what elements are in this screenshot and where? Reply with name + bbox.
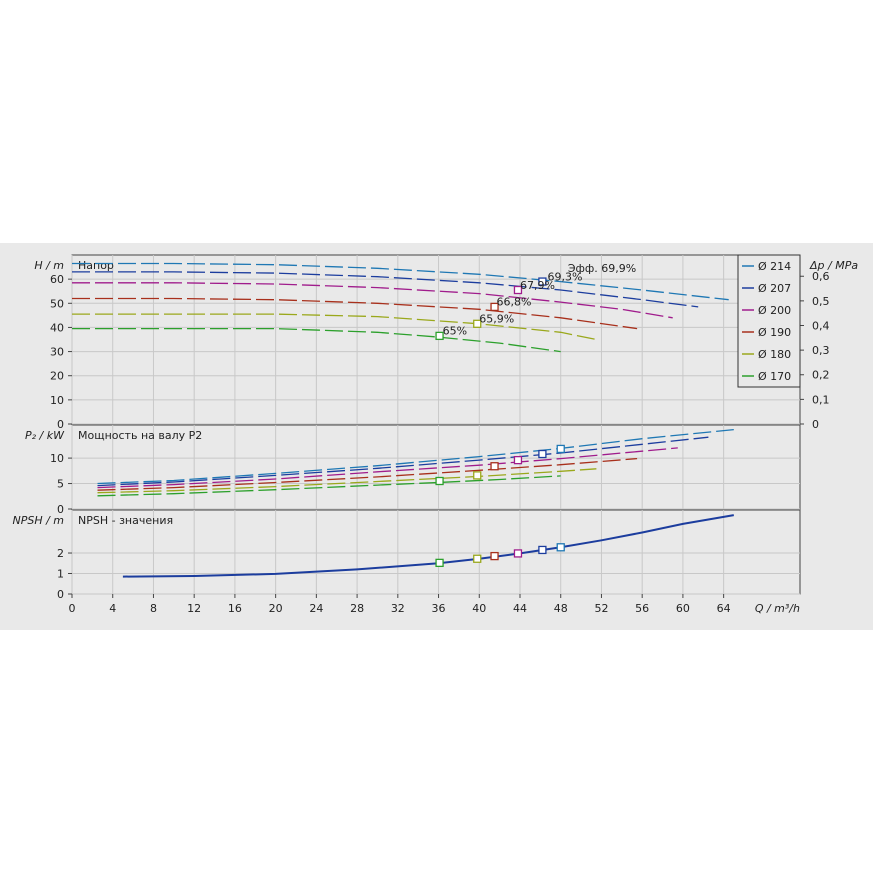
y-tick-label-head: 30 xyxy=(50,346,64,359)
y2-tick-label-head: 0,3 xyxy=(812,344,830,357)
x-tick-label: 64 xyxy=(717,602,731,615)
series-line-head-2 xyxy=(72,282,673,319)
y2-axis-label-head: Δp / MPa xyxy=(809,259,858,272)
x-tick-label: 40 xyxy=(472,602,486,615)
operating-point-head-3 xyxy=(473,319,482,328)
legend-box xyxy=(737,254,801,388)
operating-point-head-2 xyxy=(490,302,499,312)
operating-point-npsh-4 xyxy=(473,554,482,563)
y-axis-label-power: P₂ / kW xyxy=(25,429,65,442)
x-tick-label: 8 xyxy=(150,602,157,615)
x-tick-label: 12 xyxy=(187,602,201,615)
y2-tick-label-head: 0 xyxy=(812,418,819,431)
y-tick-label-head: 0 xyxy=(57,418,64,431)
y-tick-label-head: 10 xyxy=(50,394,64,407)
operating-point-power-4 xyxy=(473,471,482,480)
legend-entry-4: Ø 180 xyxy=(758,348,791,361)
plot-frame-power xyxy=(71,424,801,510)
operating-point-npsh-2 xyxy=(513,549,523,558)
legend-entry-2: Ø 200 xyxy=(758,304,791,317)
operating-point-power-2 xyxy=(513,455,523,465)
y-tick-label-head: 20 xyxy=(50,370,64,383)
x-tick-label: 36 xyxy=(432,602,446,615)
operating-point-head-0 xyxy=(538,277,547,286)
efficiency-label-1: 69,3% xyxy=(547,270,582,283)
x-tick-label: 20 xyxy=(269,602,283,615)
y-tick-label-power: 0 xyxy=(57,503,64,516)
x-tick-label: 24 xyxy=(309,602,323,615)
efficiency-label-2: 67,9% xyxy=(520,279,555,292)
y-axis-label-npsh: NPSH / m xyxy=(12,514,64,527)
x-tick-label: 52 xyxy=(594,602,608,615)
operating-point-npsh-0 xyxy=(556,543,565,552)
series-line-head-1 xyxy=(72,271,699,308)
x-tick-label: 0 xyxy=(69,602,76,615)
operating-point-npsh-3 xyxy=(490,551,499,561)
series-line-power-2 xyxy=(97,447,678,489)
series-line-power-1 xyxy=(97,436,709,487)
operating-point-power-1 xyxy=(538,449,547,459)
series-line-head-4 xyxy=(72,313,597,341)
operating-point-head-1 xyxy=(513,285,523,295)
operating-point-head-4 xyxy=(435,331,444,341)
operating-point-power-3 xyxy=(490,462,499,471)
operating-point-npsh-1 xyxy=(538,545,547,555)
y2-tick-label-head: 0,5 xyxy=(812,295,830,308)
series-line-power-5 xyxy=(97,475,561,497)
series-line-head-5 xyxy=(72,327,561,353)
y2-tick-label-head: 0,1 xyxy=(812,393,830,406)
series-line-power-0 xyxy=(97,428,734,485)
x-tick-label: 48 xyxy=(554,602,568,615)
panel-title-head: Напор xyxy=(78,259,114,272)
y-tick-label-npsh: 1 xyxy=(57,568,64,581)
legend-entry-1: Ø 207 xyxy=(758,282,791,295)
operating-point-power-5 xyxy=(435,476,444,486)
y-tick-label-power: 5 xyxy=(57,478,64,491)
legend-entry-3: Ø 190 xyxy=(758,326,791,339)
y2-tick-label-head: 0,2 xyxy=(812,369,830,382)
y-tick-label-head: 40 xyxy=(50,321,64,334)
panel-title-npsh: NPSH - значения xyxy=(78,514,173,527)
y-tick-label-npsh: 0 xyxy=(57,588,64,601)
efficiency-label-5: 65% xyxy=(443,325,467,338)
series-line-npsh-0 xyxy=(122,514,734,578)
series-line-head-0 xyxy=(72,262,729,301)
efficiency-label-0: Эфф. 69,9% xyxy=(568,262,636,275)
y-axis-label-head: H / m xyxy=(34,259,64,272)
x-axis-label: Q / m³/h xyxy=(755,602,800,615)
y-tick-label-npsh: 2 xyxy=(57,547,64,560)
operating-point-power-0 xyxy=(556,444,565,454)
x-tick-label: 4 xyxy=(109,602,116,615)
operating-point-npsh-5 xyxy=(435,558,444,568)
efficiency-label-3: 66,8% xyxy=(497,296,532,309)
chart-panel: 0 10 20 30 40 50 60 Напор H / m 0 0,1 0,2 0,3 0,4 0,5 0… xyxy=(0,243,873,630)
series-line-head-3 xyxy=(72,297,638,330)
legend-entry-5: Ø 170 xyxy=(758,370,791,383)
series-line-power-3 xyxy=(97,457,638,491)
y-tick-label-head: 60 xyxy=(50,273,64,286)
legend-entry-0: Ø 214 xyxy=(758,260,791,273)
series-line-power-4 xyxy=(97,468,597,494)
efficiency-label-4: 65,9% xyxy=(479,313,514,326)
x-tick-label: 28 xyxy=(350,602,364,615)
y2-tick-label-head: 0,4 xyxy=(812,319,830,332)
y-tick-label-head: 50 xyxy=(50,297,64,310)
x-tick-label: 44 xyxy=(513,602,527,615)
y2-tick-label-head: 0,6 xyxy=(812,270,830,283)
x-tick-label: 56 xyxy=(635,602,649,615)
panel-title-power: Мощность на валу P2 xyxy=(78,429,202,442)
x-tick-label: 16 xyxy=(228,602,242,615)
x-tick-label: 60 xyxy=(676,602,690,615)
y-tick-label-power: 10 xyxy=(50,452,64,465)
x-tick-label: 32 xyxy=(391,602,405,615)
